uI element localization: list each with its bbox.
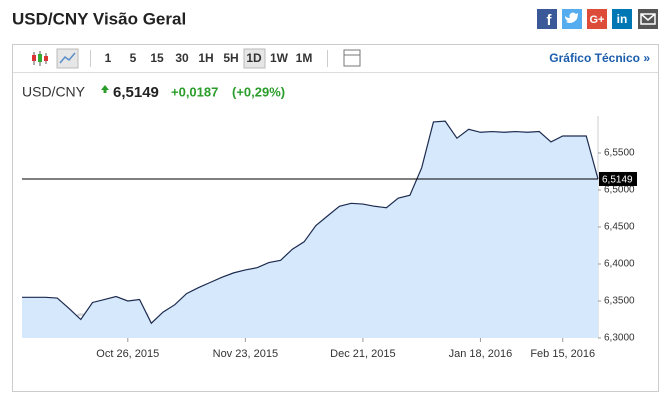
x-tick-label: Jan 18, 2016 bbox=[449, 348, 513, 360]
selected-interval bbox=[243, 48, 266, 69]
frame bbox=[12, 44, 659, 392]
candle-icon[interactable] bbox=[32, 51, 48, 66]
area bbox=[22, 121, 598, 339]
gplus-letter: G+ bbox=[590, 14, 605, 26]
interval-button[interactable]: 30 bbox=[175, 51, 189, 65]
y-tick-label: 6,4000 bbox=[604, 259, 635, 270]
line-icon-glyph bbox=[59, 52, 76, 64]
linkedin-icon[interactable] bbox=[612, 9, 632, 29]
y-tick-label: 6,3500 bbox=[604, 296, 635, 307]
symbol: USD/CNY bbox=[22, 84, 86, 100]
interval-button[interactable]: 5 bbox=[130, 51, 137, 65]
price-line bbox=[22, 120, 599, 325]
current-price-label: 6,5149 bbox=[602, 175, 633, 186]
interval-button[interactable]: 1D bbox=[246, 51, 262, 65]
interval-button[interactable]: 5H bbox=[223, 51, 238, 65]
interval-button[interactable]: 15 bbox=[150, 51, 164, 65]
twitter-bird bbox=[565, 12, 578, 23]
interval-button[interactable]: 1M bbox=[296, 51, 313, 65]
up-arrow bbox=[101, 85, 109, 93]
y-tick-label: 6,5000 bbox=[604, 185, 635, 196]
technical-chart-link[interactable]: Gráfico Técnico » bbox=[549, 51, 650, 65]
x-tick-label: Nov 23, 2015 bbox=[213, 348, 278, 360]
y-tick-label: 6,5500 bbox=[604, 148, 635, 159]
facebook-icon[interactable] bbox=[537, 9, 557, 29]
y-tick-label: 6,3000 bbox=[604, 333, 635, 344]
facebook-letter: f bbox=[547, 12, 553, 29]
title: USD/CNY Visão Geral bbox=[12, 9, 186, 28]
change: +0,0187 bbox=[171, 84, 218, 99]
mail-glyph bbox=[640, 13, 656, 25]
plot: Investing.com6,30006,35006,40006,45006,5… bbox=[22, 116, 637, 360]
interval-button[interactable]: 1W bbox=[270, 51, 289, 65]
x-tick-label: Feb 15, 2016 bbox=[530, 348, 595, 360]
x-tick-label: Oct 26, 2015 bbox=[96, 348, 159, 360]
y-tick-label: 6,4500 bbox=[604, 222, 635, 233]
linkedin-letter: in bbox=[617, 12, 628, 26]
interval-button[interactable]: 1H bbox=[198, 51, 213, 65]
interval-button[interactable]: 1 bbox=[105, 51, 112, 65]
settings-icon[interactable] bbox=[343, 49, 361, 67]
price: 6,5149 bbox=[113, 84, 159, 101]
current-price-box bbox=[599, 171, 637, 186]
change-pct: (+0,29%) bbox=[232, 84, 285, 99]
x-tick-label: Dec 21, 2015 bbox=[330, 348, 395, 360]
gplus-icon[interactable] bbox=[587, 9, 607, 29]
